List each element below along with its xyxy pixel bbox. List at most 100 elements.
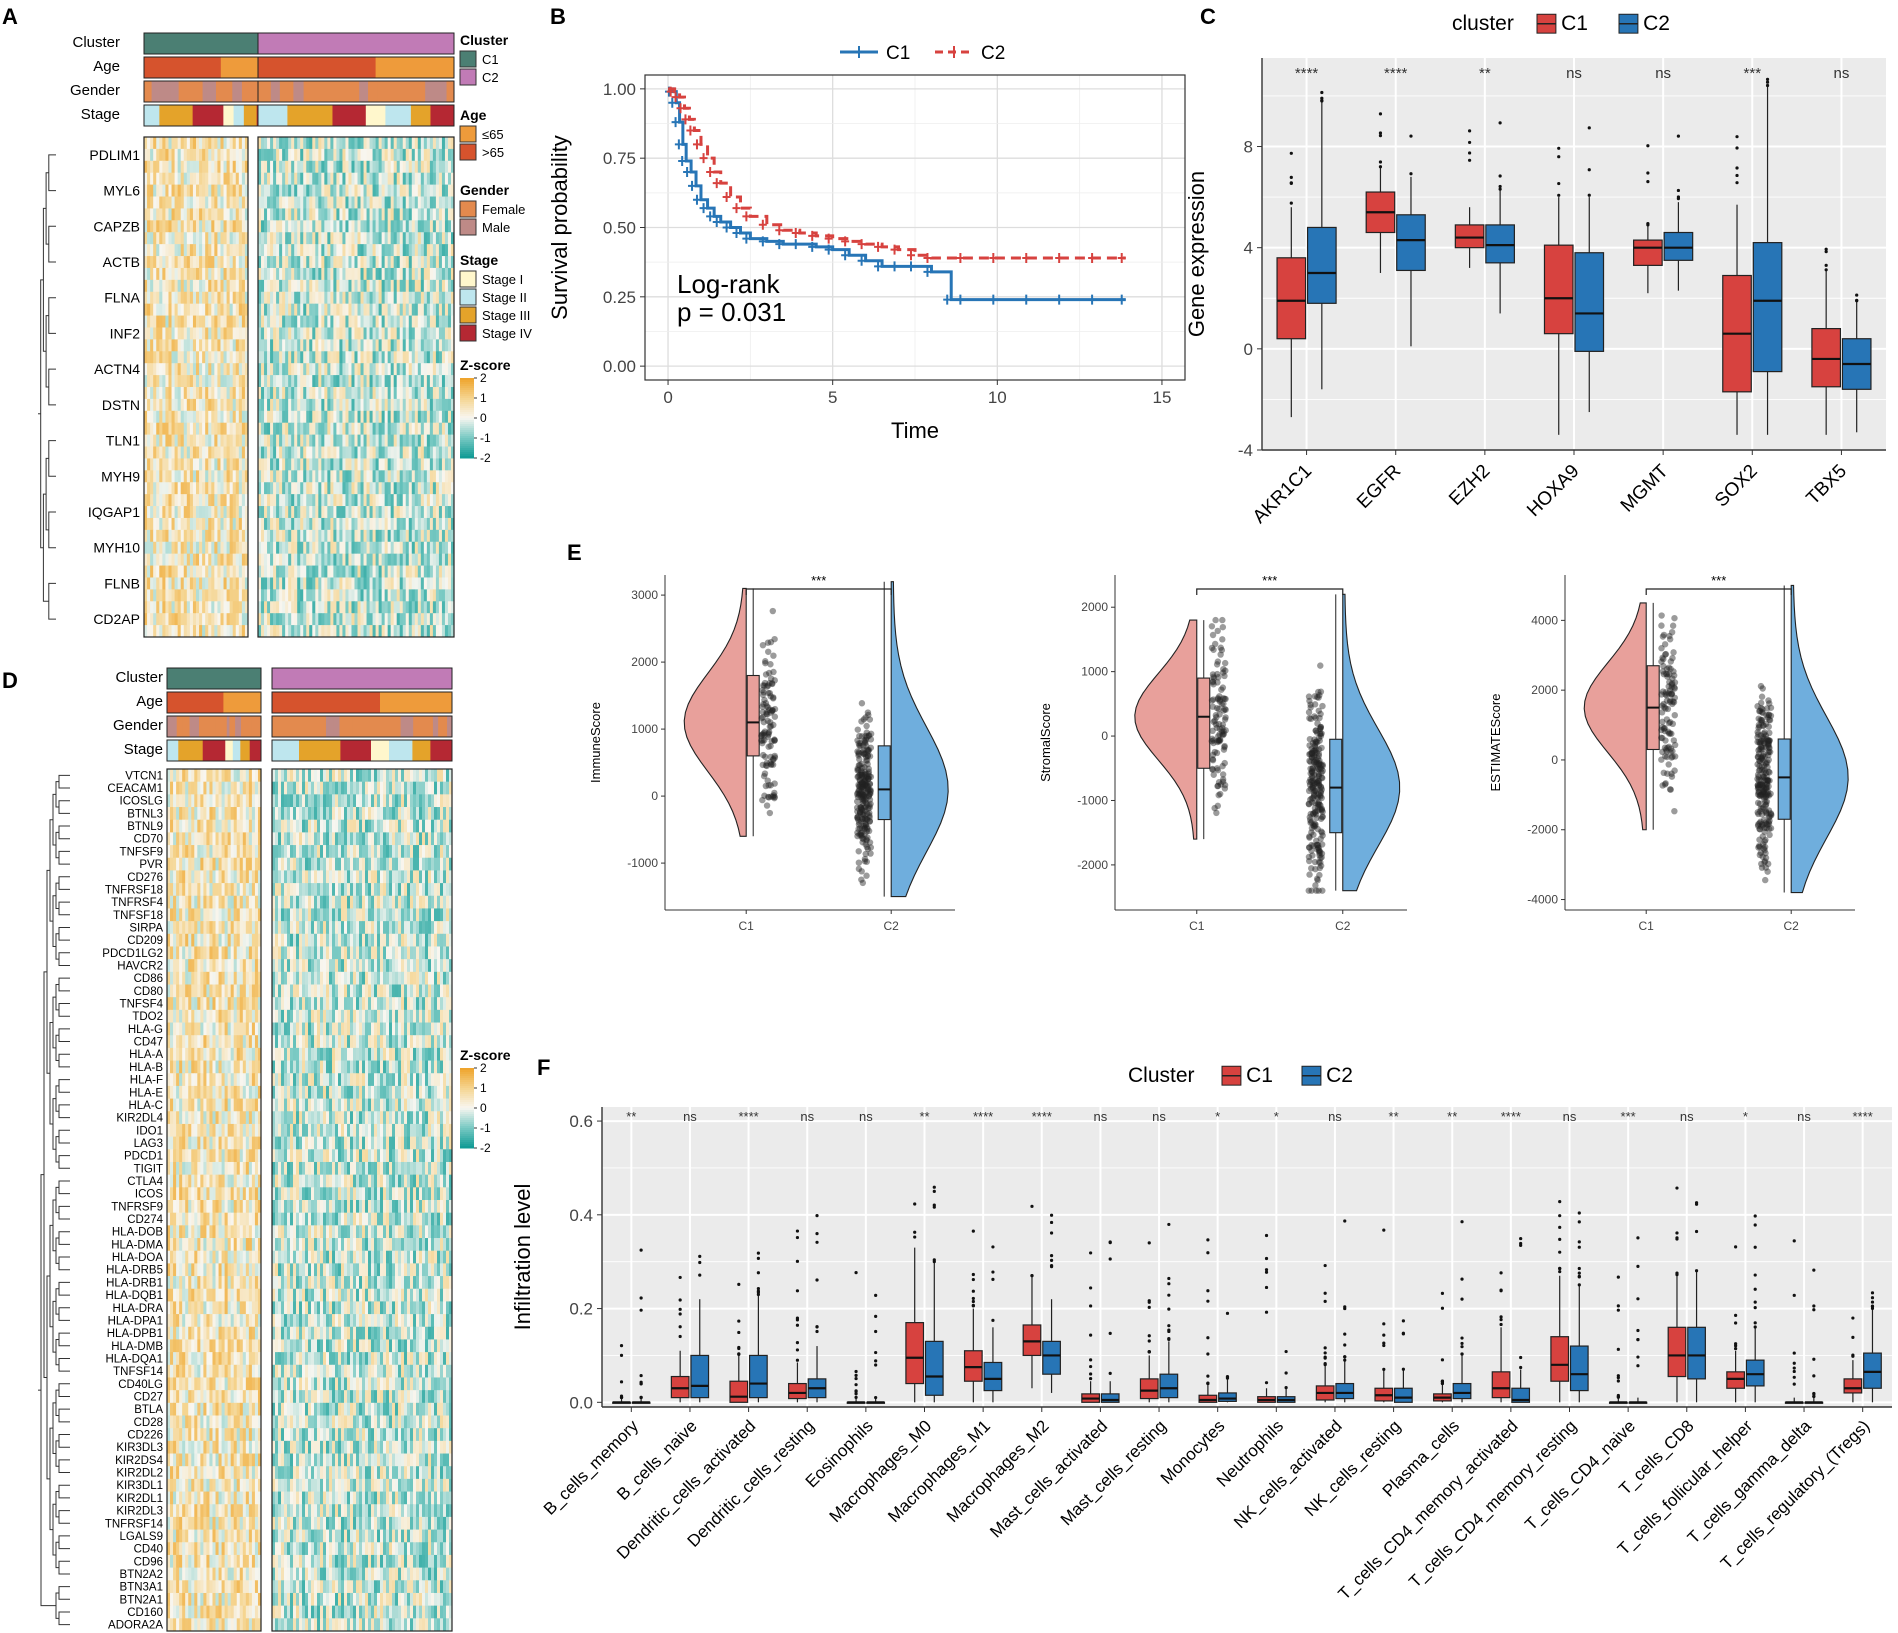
heatmap-cell <box>202 517 206 531</box>
heatmap-cell <box>258 601 262 614</box>
heatmap-cell <box>285 148 289 162</box>
heatmap-cell <box>200 857 204 871</box>
heatmap-cell <box>399 541 404 555</box>
heatmap-cell <box>408 291 413 305</box>
heatmap-cell <box>217 541 221 555</box>
heatmap-cell <box>192 625 197 638</box>
heatmap-cell <box>321 208 325 221</box>
heatmap-cell <box>336 470 340 483</box>
heatmap-cell <box>294 148 298 162</box>
heatmap-cell <box>297 172 301 186</box>
zscore-gradient-step <box>460 396 474 399</box>
heatmap-cell <box>147 422 151 436</box>
heatmap-cell <box>241 184 246 197</box>
heatmap-cell <box>258 387 262 400</box>
heatmap-cell <box>205 256 209 269</box>
heatmap-cell <box>153 494 157 507</box>
heatmap-cell <box>408 494 413 507</box>
heatmap-cell <box>309 279 313 293</box>
heatmap-cell <box>174 220 179 233</box>
heatmap-cell <box>165 446 169 459</box>
heatmap-cell <box>300 613 304 626</box>
heatmap-cell <box>171 434 175 447</box>
heatmap-cell <box>348 303 352 316</box>
heatmap-cell <box>194 807 198 821</box>
heatmap-cell <box>315 256 319 269</box>
heatmap-cell <box>333 613 337 626</box>
heatmap-cell <box>405 339 410 352</box>
heatmap-cell <box>402 339 407 352</box>
heatmap-cell <box>393 601 398 614</box>
heatmap-cell <box>267 375 271 388</box>
heatmap-cell <box>327 208 331 221</box>
heatmap-cell <box>177 613 182 626</box>
heatmap-cell <box>205 446 209 459</box>
heatmap-cell <box>171 375 175 388</box>
heatmap-cell <box>441 601 446 614</box>
heatmap-cell <box>354 577 358 590</box>
heatmap-cell <box>438 232 443 245</box>
heatmap-cell <box>381 267 386 281</box>
heatmap-cell <box>180 291 185 305</box>
heatmap-cell <box>426 494 431 507</box>
heatmap-cell <box>211 232 215 245</box>
heatmap-cell <box>378 327 383 340</box>
heatmap-cell <box>242 832 247 846</box>
heatmap-cell <box>165 553 169 566</box>
heatmap-cell <box>270 458 274 471</box>
heatmap-cell <box>238 565 243 578</box>
heatmap-cell <box>441 446 446 459</box>
heatmap-cell <box>232 160 237 174</box>
heatmap-cell <box>258 434 262 447</box>
heatmap-cell <box>360 160 364 174</box>
heatmap-cell <box>420 137 425 150</box>
heatmap-cell <box>309 553 313 566</box>
heatmap-cell <box>306 422 310 436</box>
heatmap-cell <box>435 422 440 436</box>
annotation-gender-segment <box>277 716 288 737</box>
heatmap-cell <box>360 577 364 590</box>
heatmap-cell <box>205 267 209 281</box>
heatmap-cell <box>414 506 419 519</box>
heatmap-cell <box>435 446 440 459</box>
heatmap-cell <box>235 553 240 566</box>
heatmap-cell <box>162 208 166 221</box>
heatmap-cell <box>432 244 437 257</box>
heatmap-cell <box>156 351 160 364</box>
heatmap-cell <box>159 387 163 400</box>
heatmap-cell <box>309 517 313 531</box>
heatmap-cell <box>199 387 203 400</box>
heatmap-cell <box>444 529 449 543</box>
heatmap-cell <box>423 351 428 364</box>
heatmap-cell <box>192 220 197 233</box>
heatmap-cell <box>177 315 182 328</box>
heatmap-cell <box>156 148 160 162</box>
heatmap-cell <box>309 482 313 495</box>
heatmap-cell <box>342 244 346 257</box>
heatmap-cell <box>174 244 179 257</box>
heatmap-cell <box>399 303 404 316</box>
heatmap-cell <box>384 601 389 614</box>
heatmap-cell <box>375 410 380 424</box>
heatmap-cell <box>366 148 370 162</box>
heatmap-cell <box>270 339 274 352</box>
heatmap-cell <box>264 148 268 162</box>
heatmap-cell <box>168 137 172 150</box>
heatmap-cell <box>196 291 200 305</box>
heatmap-cell <box>378 375 383 388</box>
annotation-gender-segment <box>235 716 242 737</box>
heatmap-cell <box>173 794 177 808</box>
heatmap-cell <box>303 208 307 221</box>
heatmap-cell <box>330 303 334 316</box>
heatmap-cell <box>261 351 265 364</box>
heatmap-cell <box>241 244 246 257</box>
heatmap-cell <box>208 232 212 245</box>
heatmap-cell <box>223 494 227 507</box>
heatmap-cell <box>229 303 234 316</box>
heatmap-cell <box>354 470 358 483</box>
heatmap-cell <box>315 232 319 245</box>
heatmap-cell <box>402 529 407 543</box>
heatmap-cell <box>447 137 452 150</box>
heatmap-cell <box>180 375 185 388</box>
heatmap-cell <box>306 291 310 305</box>
